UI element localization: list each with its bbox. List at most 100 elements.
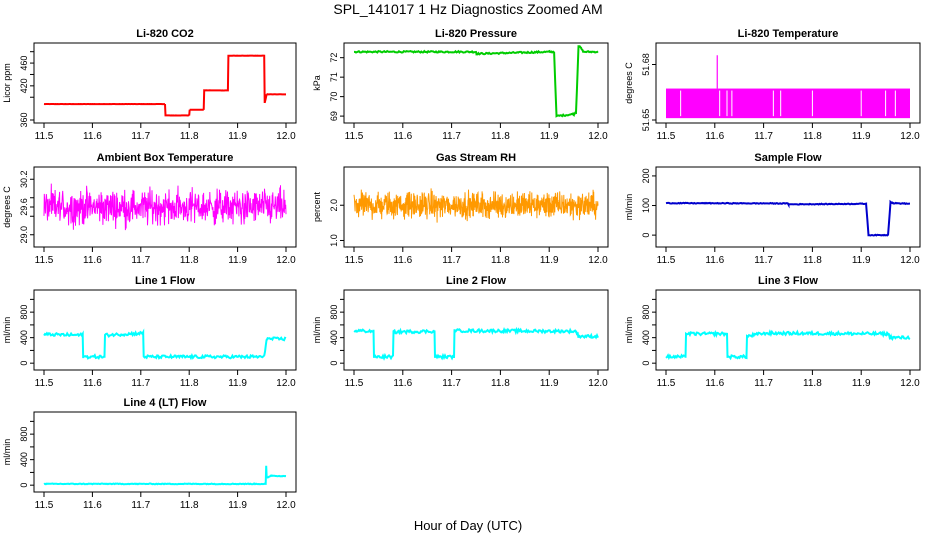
x-tick-label: 11.8 [180, 500, 199, 511]
y-tick-label: 400 [19, 330, 29, 345]
chart-line1: Line 1 Flow ml/min 11.5 11.6 11.7 11.8 11.9 12.… [2, 275, 297, 389]
x-tick-label: 12.0 [900, 131, 920, 142]
x-tick-label: 11.7 [442, 378, 461, 389]
y-tick-label: 71 [329, 72, 339, 82]
x-tick-label: 11.6 [705, 378, 724, 389]
x-tick-label: 12.0 [276, 255, 296, 266]
x-tick-label: 11.9 [540, 255, 559, 266]
y-axis-label: Licor ppm [2, 63, 12, 103]
data-series [43, 54, 286, 117]
x-tick-label: 11.8 [491, 378, 510, 389]
x-tick-label: 11.8 [180, 131, 199, 142]
y-tick-label: 51.68 [641, 53, 651, 76]
y-tick-label: 2.0 [329, 199, 339, 212]
y-tick-label: 800 [19, 427, 29, 442]
y-tick-label: 0 [329, 361, 339, 366]
x-tick-label: 11.7 [754, 255, 773, 266]
y-tick-label: 0 [641, 233, 651, 238]
x-tick-label: 12.0 [276, 131, 296, 142]
chart-title: Line 3 Flow [758, 275, 818, 287]
x-tick-label: 11.9 [228, 378, 247, 389]
chart-rh: Gas Stream RH percent 11.5 11.6 11.7 11.8 11.9… [312, 152, 609, 266]
y-tick-label: 70 [329, 92, 339, 102]
data-series [353, 188, 599, 223]
y-tick-label: 360 [19, 112, 29, 127]
chart-co2: Li-820 CO2 Licor ppm 11.5 11.6 11.7 11.8 11.9 1… [2, 28, 297, 142]
chart-line3: Line 3 Flow ml/min 11.5 11.6 11.7 11.8 11.9 12.… [624, 275, 921, 389]
y-tick-label: 1.0 [329, 234, 339, 247]
x-tick-label: 11.8 [491, 255, 510, 266]
x-tick-label: 11.7 [442, 131, 461, 142]
x-tick-label: 11.9 [228, 131, 247, 142]
x-tick-label: 11.6 [83, 131, 102, 142]
y-tick-label: 800 [19, 305, 29, 320]
y-tick-label: 51.65 [641, 109, 651, 132]
plot-frame [33, 411, 297, 493]
chart-title: Gas Stream RH [436, 152, 516, 164]
data-series [353, 326, 599, 361]
y-tick-label: 72 [329, 53, 339, 63]
plot-frame [343, 166, 609, 248]
x-tick-label: 11.9 [852, 255, 871, 266]
data-series [665, 329, 911, 361]
y-tick-label: 800 [329, 305, 339, 320]
x-tick-label: 11.6 [705, 255, 724, 266]
x-tick-label: 12.0 [276, 500, 296, 511]
y-tick-label: 400 [19, 452, 29, 467]
chart-title: Line 1 Flow [135, 275, 195, 287]
x-tick-label: 11.8 [180, 255, 199, 266]
x-tick-label: 11.7 [754, 378, 773, 389]
x-tick-label: 11.5 [345, 131, 364, 142]
x-tick-label: 11.7 [131, 255, 150, 266]
x-tick-label: 11.9 [540, 378, 559, 389]
x-tick-label: 11.9 [852, 131, 871, 142]
chart-title: Line 4 (LT) Flow [124, 397, 207, 409]
x-tick-label: 12.0 [900, 255, 920, 266]
chart-title: Sample Flow [754, 152, 822, 164]
y-tick-label: 0 [19, 483, 29, 488]
x-tick-label: 12.0 [276, 378, 296, 389]
plot-frame [655, 289, 921, 371]
y-tick-label: 400 [329, 330, 339, 345]
x-tick-label: 11.5 [657, 255, 676, 266]
page-title: SPL_141017 1 Hz Diagnostics Zoomed AM [333, 1, 603, 17]
chart-temperature: Li-820 Temperature degrees C 11.5 11.6 11.7 1… [624, 28, 921, 142]
y-tick-label: 0 [641, 361, 651, 366]
x-tick-label: 11.9 [228, 500, 247, 511]
y-tick-label: 400 [641, 330, 651, 345]
plot-frame [655, 166, 921, 248]
y-axis-label: degrees C [2, 186, 12, 228]
y-tick-label: 29.0 [19, 226, 29, 244]
plot-frame [33, 42, 297, 124]
chart-title: Ambient Box Temperature [97, 152, 234, 164]
x-tick-label: 11.6 [83, 500, 102, 511]
y-tick-label: 420 [19, 78, 29, 93]
x-tick-label: 11.5 [35, 255, 54, 266]
data-series [354, 45, 599, 118]
y-tick-label: 100 [641, 198, 651, 213]
x-tick-label: 11.6 [83, 255, 102, 266]
y-axis-label: kPa [312, 75, 322, 91]
chart-title: Li-820 Temperature [738, 28, 839, 40]
y-tick-label: 29.6 [19, 198, 29, 216]
y-axis-label: ml/min [624, 317, 634, 344]
chart-ambient: Ambient Box Temperature degrees C 11.5 11.6… [2, 152, 297, 266]
x-tick-label: 11.8 [180, 378, 199, 389]
x-tick-label: 11.7 [131, 131, 150, 142]
y-axis-label: ml/min [2, 439, 12, 466]
y-tick-label: 460 [19, 56, 29, 71]
x-tick-label: 11.7 [131, 500, 150, 511]
chart-sample: Sample Flow ml/min 11.5 11.6 11.7 11.8 11.9 12.… [624, 152, 921, 266]
y-axis-label: ml/min [2, 317, 12, 344]
x-tick-label: 11.7 [754, 131, 773, 142]
y-axis-label: degrees C [624, 62, 634, 104]
plot-frame [343, 289, 609, 371]
x-tick-label: 11.8 [803, 378, 822, 389]
data-series [43, 328, 287, 361]
chart-title: Li-820 Pressure [435, 28, 517, 40]
x-tick-label: 11.9 [228, 255, 247, 266]
chart-line4: Line 4 (LT) Flow ml/min 11.5 11.6 11.7 11.8 11… [2, 397, 297, 511]
x-tick-label: 11.5 [345, 255, 364, 266]
y-axis-label: ml/min [312, 317, 322, 344]
